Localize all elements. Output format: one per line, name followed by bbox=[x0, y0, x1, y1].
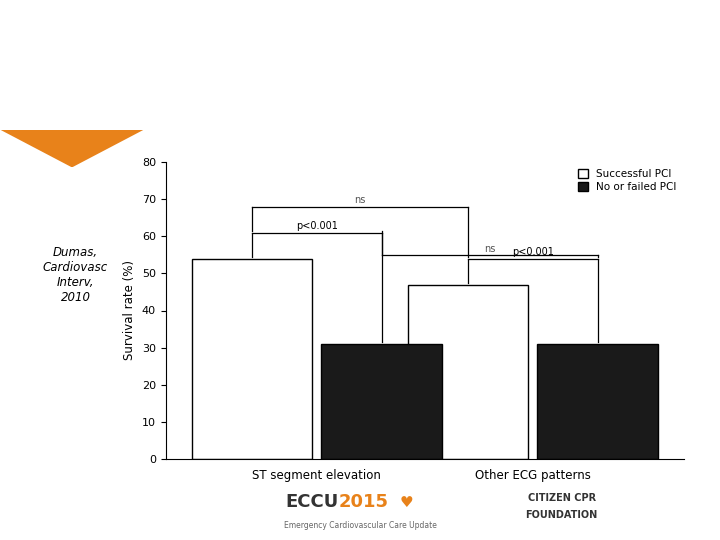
Text: FOUNDATION: FOUNDATION bbox=[526, 510, 598, 521]
Polygon shape bbox=[0, 130, 144, 167]
Text: ♥: ♥ bbox=[400, 495, 413, 510]
Text: p<0.001: p<0.001 bbox=[296, 221, 338, 231]
Y-axis label: Survival rate (%): Survival rate (%) bbox=[123, 260, 136, 361]
Text: p<0.001: p<0.001 bbox=[512, 247, 554, 256]
Text: ns: ns bbox=[484, 244, 495, 254]
Bar bbox=[192, 259, 312, 459]
Text: CITIZEN CPR: CITIZEN CPR bbox=[528, 493, 595, 503]
Legend: Successful PCI, No or failed PCI: Successful PCI, No or failed PCI bbox=[575, 167, 679, 194]
Bar bbox=[321, 344, 442, 459]
Text: Dumas,
Cardiovasc
Interv,
2010: Dumas, Cardiovasc Interv, 2010 bbox=[43, 246, 108, 305]
Text: Emergency Cardiovascular Care Update: Emergency Cardiovascular Care Update bbox=[284, 521, 436, 530]
Bar bbox=[537, 344, 658, 459]
Text: 2015: 2015 bbox=[338, 494, 388, 511]
Text: Cardiac Arrest Outcome With or Without STEMI: Cardiac Arrest Outcome With or Without S… bbox=[45, 102, 675, 125]
Text: ns: ns bbox=[354, 195, 366, 205]
Bar bbox=[408, 285, 528, 459]
Text: ECCU: ECCU bbox=[285, 494, 338, 511]
Text: Successful PCI Associated With Improved Post-: Successful PCI Associated With Improved … bbox=[45, 41, 675, 65]
